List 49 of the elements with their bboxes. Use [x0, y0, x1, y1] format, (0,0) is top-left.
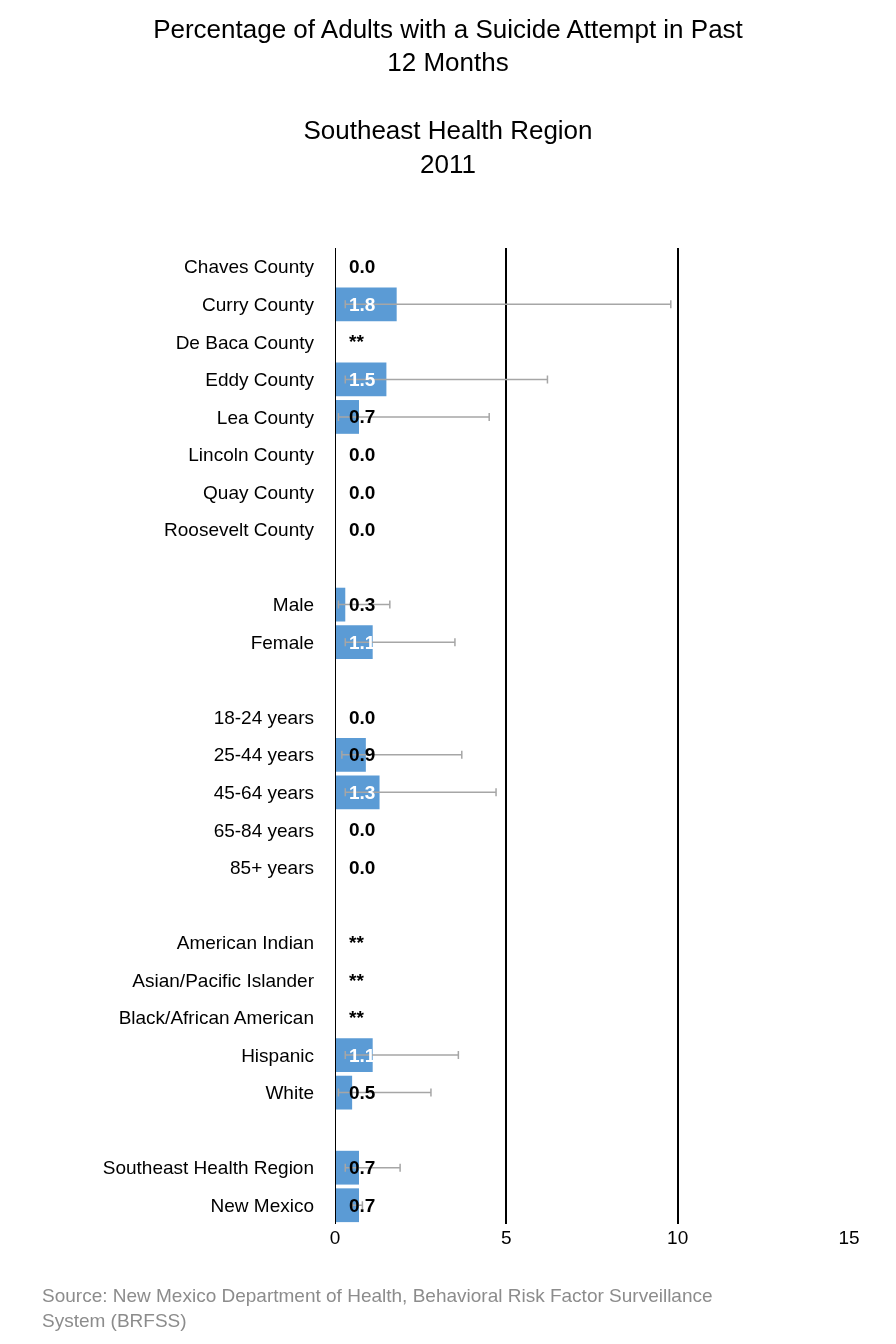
source-note: Source: New Mexico Department of Health, Behavioral Risk Factor Surveillance System (BRFSS) — [42, 1285, 713, 1331]
y-tick-label: Chaves County — [184, 256, 315, 278]
data-label: 0.0 — [349, 444, 376, 465]
y-tick-label: Lincoln County — [188, 444, 315, 466]
data-label: 0.0 — [349, 519, 376, 540]
y-tick-label: Eddy County — [205, 369, 315, 391]
data-label: 0.0 — [349, 857, 376, 878]
data-label: 0.0 — [349, 482, 376, 503]
text: ** — [349, 970, 364, 991]
data-label: 1.1 — [349, 1045, 376, 1066]
y-tick-label: 65-84 years — [213, 819, 314, 841]
y-tick-label: Lea County — [216, 406, 315, 428]
y-tick-label: 18-24 years — [213, 706, 314, 728]
text: ** — [349, 1007, 364, 1028]
y-tick-label: Asian/Pacific Islander — [132, 969, 315, 991]
x-tick-label: 10 — [667, 1227, 689, 1248]
text: ** — [349, 331, 364, 352]
y-tick-label: New Mexico — [210, 1194, 314, 1216]
data-label: 0.0 — [349, 707, 376, 728]
y-tick-label: 85+ years — [230, 857, 314, 879]
data-label: 0.9 — [349, 744, 376, 765]
y-tick-label: Hispanic — [241, 1044, 314, 1066]
y-tick-label: 25-44 years — [213, 744, 314, 766]
y-tick-label: White — [265, 1082, 314, 1104]
data-label: 1.1 — [349, 632, 376, 653]
y-tick-label: Curry County — [202, 293, 315, 315]
x-tick-label: 5 — [501, 1227, 512, 1248]
data-label: 0.7 — [349, 406, 376, 427]
y-tick-label: Black/African American — [118, 1007, 314, 1029]
data-label: 0.7 — [349, 1157, 376, 1178]
data-label: 0.3 — [349, 594, 376, 615]
x-tick-label: 0 — [329, 1227, 341, 1248]
data-label: 1.5 — [349, 369, 376, 390]
data-label: 1.3 — [349, 782, 376, 803]
text: ** — [349, 932, 364, 953]
data-label: 0.0 — [349, 819, 376, 840]
y-tick-label: Female — [250, 631, 314, 653]
y-tick-label: Quay County — [203, 481, 315, 503]
data-label: 0.0 — [349, 256, 376, 277]
y-tick-label: Southeast Health Region — [102, 1157, 314, 1179]
y-tick-label: 45-64 years — [213, 781, 314, 803]
y-tick-label: De Baca County — [175, 331, 315, 353]
data-label: 1.8 — [349, 294, 376, 315]
y-tick-label: Roosevelt County — [164, 519, 315, 541]
chart-subtitle: Southeast Health Region 2011 — [303, 115, 593, 179]
y-tick-label: American Indian — [176, 932, 314, 954]
x-tick-label: 15 — [838, 1227, 860, 1248]
chart-title: Percentage of Adults with a Suicide Attempt in Past 12 Months — [153, 13, 744, 78]
y-tick-label: Male — [272, 594, 314, 616]
